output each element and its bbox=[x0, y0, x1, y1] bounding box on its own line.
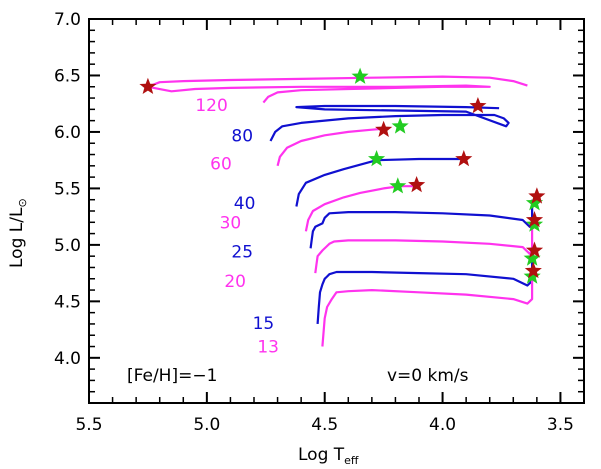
mass-label-20: 20 bbox=[224, 272, 246, 292]
x-axis-title: Log Teff bbox=[298, 445, 359, 467]
red-star-marker bbox=[408, 176, 426, 193]
y-axis-title-sub: ⊙ bbox=[16, 198, 29, 207]
track-30 bbox=[304, 185, 419, 232]
red-star-marker bbox=[375, 120, 393, 137]
y-tick-label: 6.5 bbox=[54, 66, 81, 86]
mass-label-60: 60 bbox=[210, 155, 232, 175]
track-60 bbox=[276, 127, 387, 167]
track-40 bbox=[295, 157, 467, 207]
track-120 bbox=[146, 75, 528, 104]
red-star-marker bbox=[525, 241, 544, 258]
mass-label-13: 13 bbox=[257, 338, 279, 358]
x-axis-title-sub: eff bbox=[344, 454, 359, 467]
mass-label-15: 15 bbox=[253, 314, 275, 334]
green-star-marker bbox=[389, 177, 407, 194]
red-star-marker bbox=[455, 150, 473, 167]
green-star-marker bbox=[525, 194, 544, 211]
y-axis-title-main: Log L/L bbox=[7, 207, 27, 268]
y-tick-label: 7.0 bbox=[54, 10, 81, 30]
y-tick-label: 5.0 bbox=[54, 236, 81, 256]
x-tick-label: 3.5 bbox=[547, 415, 574, 435]
y-tick-label: 4.5 bbox=[54, 292, 81, 312]
red-star-marker bbox=[139, 77, 157, 94]
green-star-marker bbox=[523, 249, 541, 266]
red-star-marker bbox=[469, 97, 487, 114]
green-star-marker bbox=[351, 67, 369, 84]
y-tick-label: 4.0 bbox=[54, 349, 81, 369]
red-star-marker bbox=[525, 211, 544, 228]
track-20 bbox=[314, 222, 534, 274]
red-star-marker bbox=[528, 187, 546, 204]
track-15 bbox=[316, 250, 534, 324]
x-tick-label: 5.5 bbox=[75, 415, 102, 435]
mass-label-120: 120 bbox=[195, 96, 227, 116]
x-tick-label: 4.5 bbox=[311, 415, 338, 435]
mass-label-40: 40 bbox=[234, 194, 256, 214]
track-curves bbox=[146, 75, 534, 347]
track-25 bbox=[309, 199, 534, 249]
plot-frame bbox=[88, 18, 585, 404]
mass-label-25: 25 bbox=[231, 243, 253, 263]
annotation-metallicity: [Fe/H]=−1 bbox=[127, 366, 217, 386]
green-star-marker bbox=[391, 117, 409, 134]
track-80 bbox=[269, 104, 510, 142]
x-tick-label: 4.0 bbox=[429, 415, 456, 435]
x-tick-label: 5.0 bbox=[193, 415, 220, 435]
mass-label-30: 30 bbox=[220, 213, 242, 233]
x-axis-title-main: Log T bbox=[298, 445, 345, 465]
y-axis-title: Log L/L⊙ bbox=[7, 198, 29, 268]
y-tick-label: 6.0 bbox=[54, 123, 81, 143]
mass-label-80: 80 bbox=[231, 126, 253, 146]
track-13 bbox=[321, 269, 534, 347]
axis-ticks: 5.5 5.0 4.5 4.0 3.5 4.0 4.5 5.0 5.5 6.0 6.5 7.0 bbox=[54, 10, 585, 435]
star-markers bbox=[139, 67, 546, 284]
green-star-marker bbox=[523, 267, 541, 284]
red-star-marker bbox=[524, 261, 542, 279]
annotation-velocity: v=0 km/s bbox=[387, 366, 469, 386]
green-star-marker bbox=[368, 150, 386, 167]
y-tick-label: 5.5 bbox=[54, 179, 81, 199]
